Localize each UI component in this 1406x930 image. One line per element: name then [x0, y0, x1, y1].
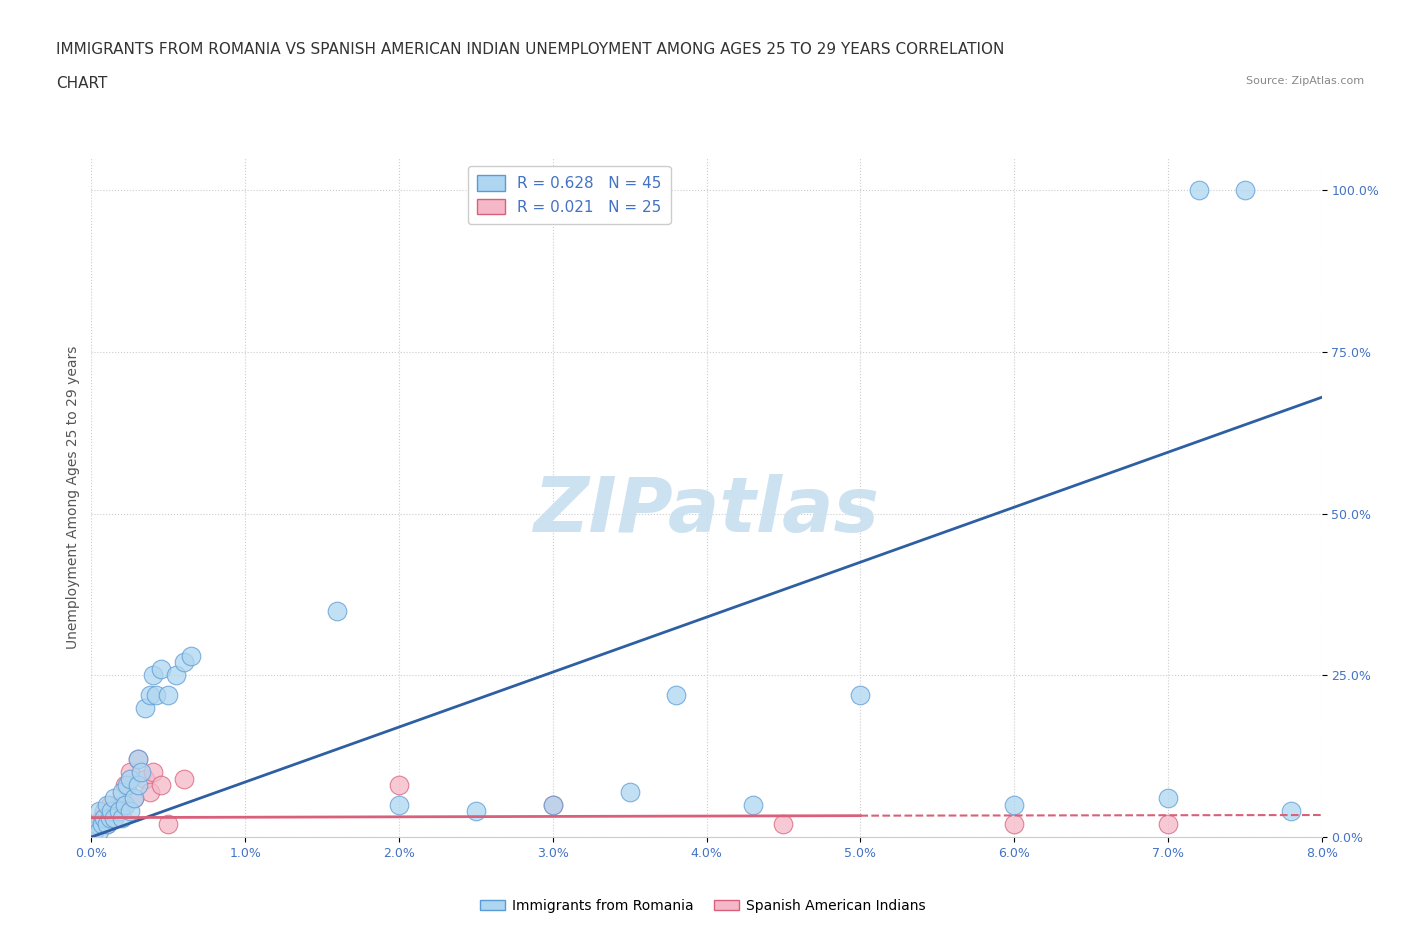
Point: [118, 804, 141, 818]
Point: [98, 810, 121, 825]
Y-axis label: Unemployment Among Ages 25 to 29 years: Unemployment Among Ages 25 to 29 years: [66, 346, 80, 649]
Point: [1157, 817, 1180, 831]
Point: [134, 700, 156, 715]
Point: [142, 764, 165, 779]
Point: [1233, 183, 1256, 198]
Point: [84, 817, 107, 831]
Point: [93, 810, 115, 825]
Point: [1157, 790, 1180, 805]
Point: [127, 777, 149, 792]
Point: [84, 817, 107, 831]
Point: [849, 687, 872, 702]
Point: [149, 777, 172, 792]
Point: [96, 797, 118, 812]
Point: [127, 752, 149, 767]
Point: [103, 810, 125, 825]
Point: [87, 817, 110, 831]
Point: [619, 784, 641, 799]
Point: [108, 804, 131, 818]
Point: [83, 823, 105, 838]
Point: [145, 687, 167, 702]
Point: [149, 661, 172, 676]
Point: [134, 771, 156, 786]
Text: CHART: CHART: [56, 76, 108, 91]
Point: [103, 790, 125, 805]
Point: [1002, 817, 1025, 831]
Point: [100, 804, 122, 818]
Point: [114, 797, 136, 812]
Point: [665, 687, 688, 702]
Point: [118, 764, 141, 779]
Point: [111, 797, 134, 812]
Text: Source: ZipAtlas.com: Source: ZipAtlas.com: [1246, 76, 1364, 86]
Point: [96, 817, 118, 831]
Point: [87, 804, 110, 818]
Point: [173, 771, 195, 786]
Point: [388, 777, 411, 792]
Point: [142, 668, 165, 683]
Point: [157, 817, 180, 831]
Point: [541, 797, 564, 812]
Point: [464, 804, 486, 818]
Text: ZIPatlas: ZIPatlas: [533, 474, 880, 548]
Text: IMMIGRANTS FROM ROMANIA VS SPANISH AMERICAN INDIAN UNEMPLOYMENT AMONG AGES 25 TO: IMMIGRANTS FROM ROMANIA VS SPANISH AMERI…: [56, 42, 1005, 57]
Point: [108, 804, 131, 818]
Point: [118, 771, 141, 786]
Point: [124, 790, 146, 805]
Point: [114, 777, 136, 792]
Point: [139, 687, 162, 702]
Point: [115, 777, 138, 792]
Point: [103, 810, 125, 825]
Point: [96, 817, 118, 831]
Point: [180, 648, 202, 663]
Legend: Immigrants from Romania, Spanish American Indians: Immigrants from Romania, Spanish America…: [474, 894, 932, 919]
Point: [124, 790, 146, 805]
Point: [326, 604, 349, 618]
Point: [388, 797, 411, 812]
Point: [87, 823, 110, 838]
Point: [111, 784, 134, 799]
Point: [772, 817, 794, 831]
Point: [111, 810, 134, 825]
Point: [1279, 804, 1302, 818]
Point: [1187, 183, 1209, 198]
Point: [1002, 797, 1025, 812]
Point: [173, 655, 195, 670]
Point: [98, 797, 121, 812]
Point: [127, 752, 149, 767]
Point: [93, 804, 115, 818]
Point: [165, 668, 187, 683]
Point: [139, 784, 162, 799]
Point: [83, 823, 105, 838]
Point: [541, 797, 564, 812]
Point: [129, 764, 152, 779]
Point: [741, 797, 763, 812]
Legend: R = 0.628   N = 45, R = 0.021   N = 25: R = 0.628 N = 45, R = 0.021 N = 25: [468, 166, 671, 224]
Point: [91, 810, 114, 825]
Point: [91, 817, 114, 831]
Point: [157, 687, 180, 702]
